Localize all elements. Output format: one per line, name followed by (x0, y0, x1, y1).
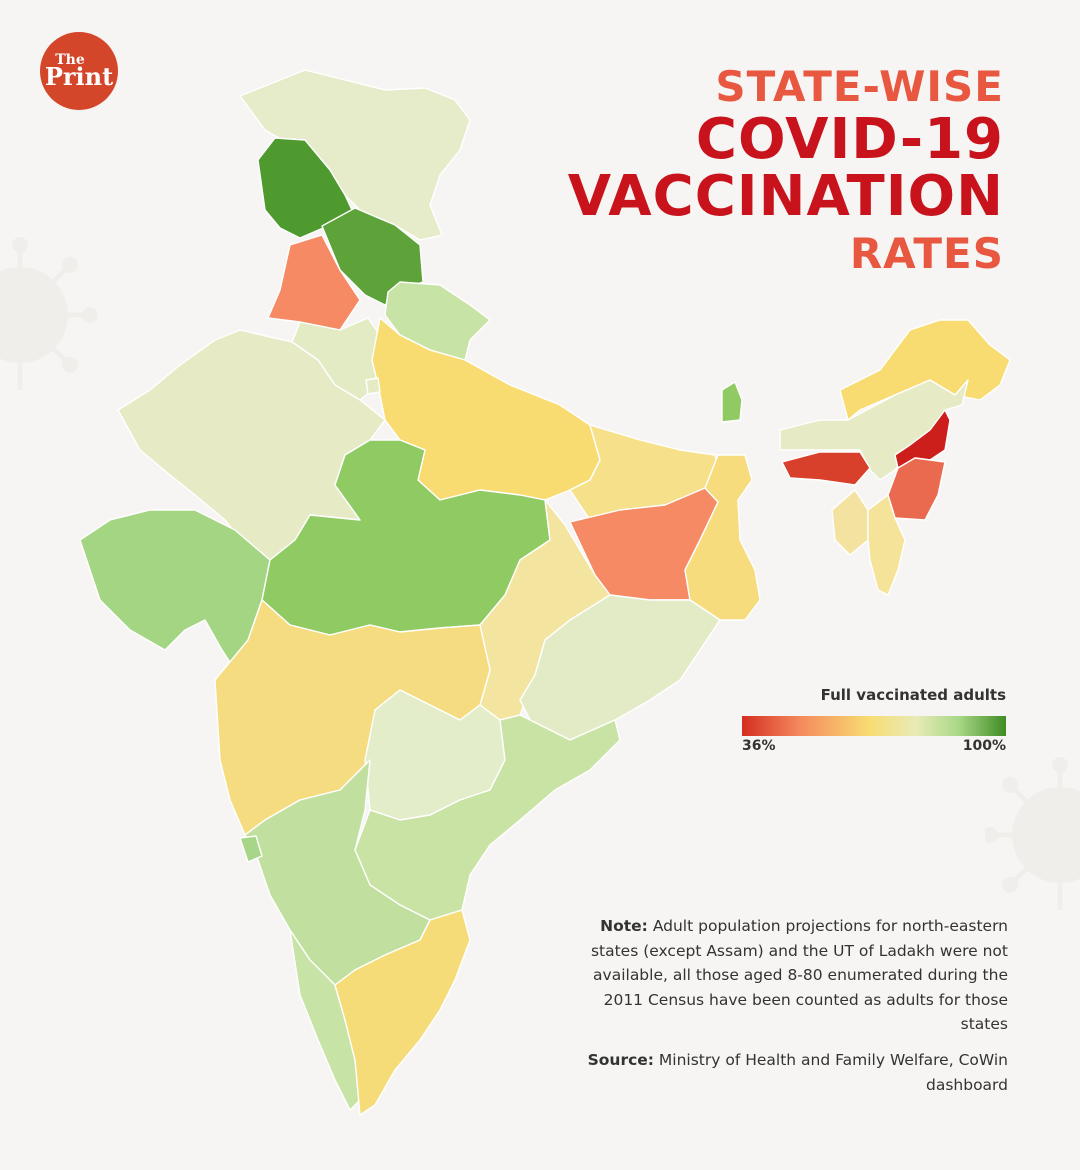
region-mizoram[interactable] (867, 494, 906, 596)
legend-title: Full vaccinated adults (820, 686, 1006, 704)
logo-small-text: The (55, 52, 85, 68)
legend-min-label: 36% (742, 738, 776, 754)
region-goa[interactable] (239, 835, 263, 863)
region-delhi[interactable] (365, 377, 381, 395)
title-line-3: VACCINATION (567, 164, 1004, 229)
region-tripura[interactable] (831, 489, 869, 556)
title-line-2: COVID-19 (695, 107, 1004, 172)
region-odisha[interactable] (519, 594, 721, 741)
region-meghalaya[interactable] (781, 451, 871, 486)
source-body: Ministry of Health and Family Welfare, C… (658, 1051, 1008, 1094)
title-line-1: STATE-WISE (715, 62, 1004, 111)
note-body: Adult population projections for north-e… (590, 917, 1008, 1033)
color-legend: Full vaccinated adults 36% 100% (742, 686, 1006, 754)
region-arunachal-pradesh[interactable] (839, 319, 1011, 421)
source-text: Source: Ministry of Health and Family We… (568, 1048, 1008, 1097)
legend-gradient-bar (742, 716, 1006, 736)
region-sikkim[interactable] (721, 381, 743, 423)
note-text: Note: Adult population projections for n… (568, 914, 1008, 1037)
legend-max-label: 100% (962, 738, 1006, 754)
virus-icon (0, 237, 98, 390)
source-label: Source: (587, 1051, 654, 1069)
theprint-logo[interactable]: The Print (40, 32, 118, 110)
virus-icon (985, 757, 1080, 910)
legend-ticks: 36% 100% (742, 738, 1006, 754)
logo-large-text: Print (44, 62, 114, 91)
region-tamil-nadu[interactable] (334, 909, 471, 1116)
note-label: Note: (600, 917, 648, 935)
region-west-bengal[interactable] (684, 454, 761, 621)
page-title: STATE-WISE COVID-19 VACCINATION RATES (568, 62, 1004, 282)
title-line-4: RATES (849, 229, 1004, 278)
